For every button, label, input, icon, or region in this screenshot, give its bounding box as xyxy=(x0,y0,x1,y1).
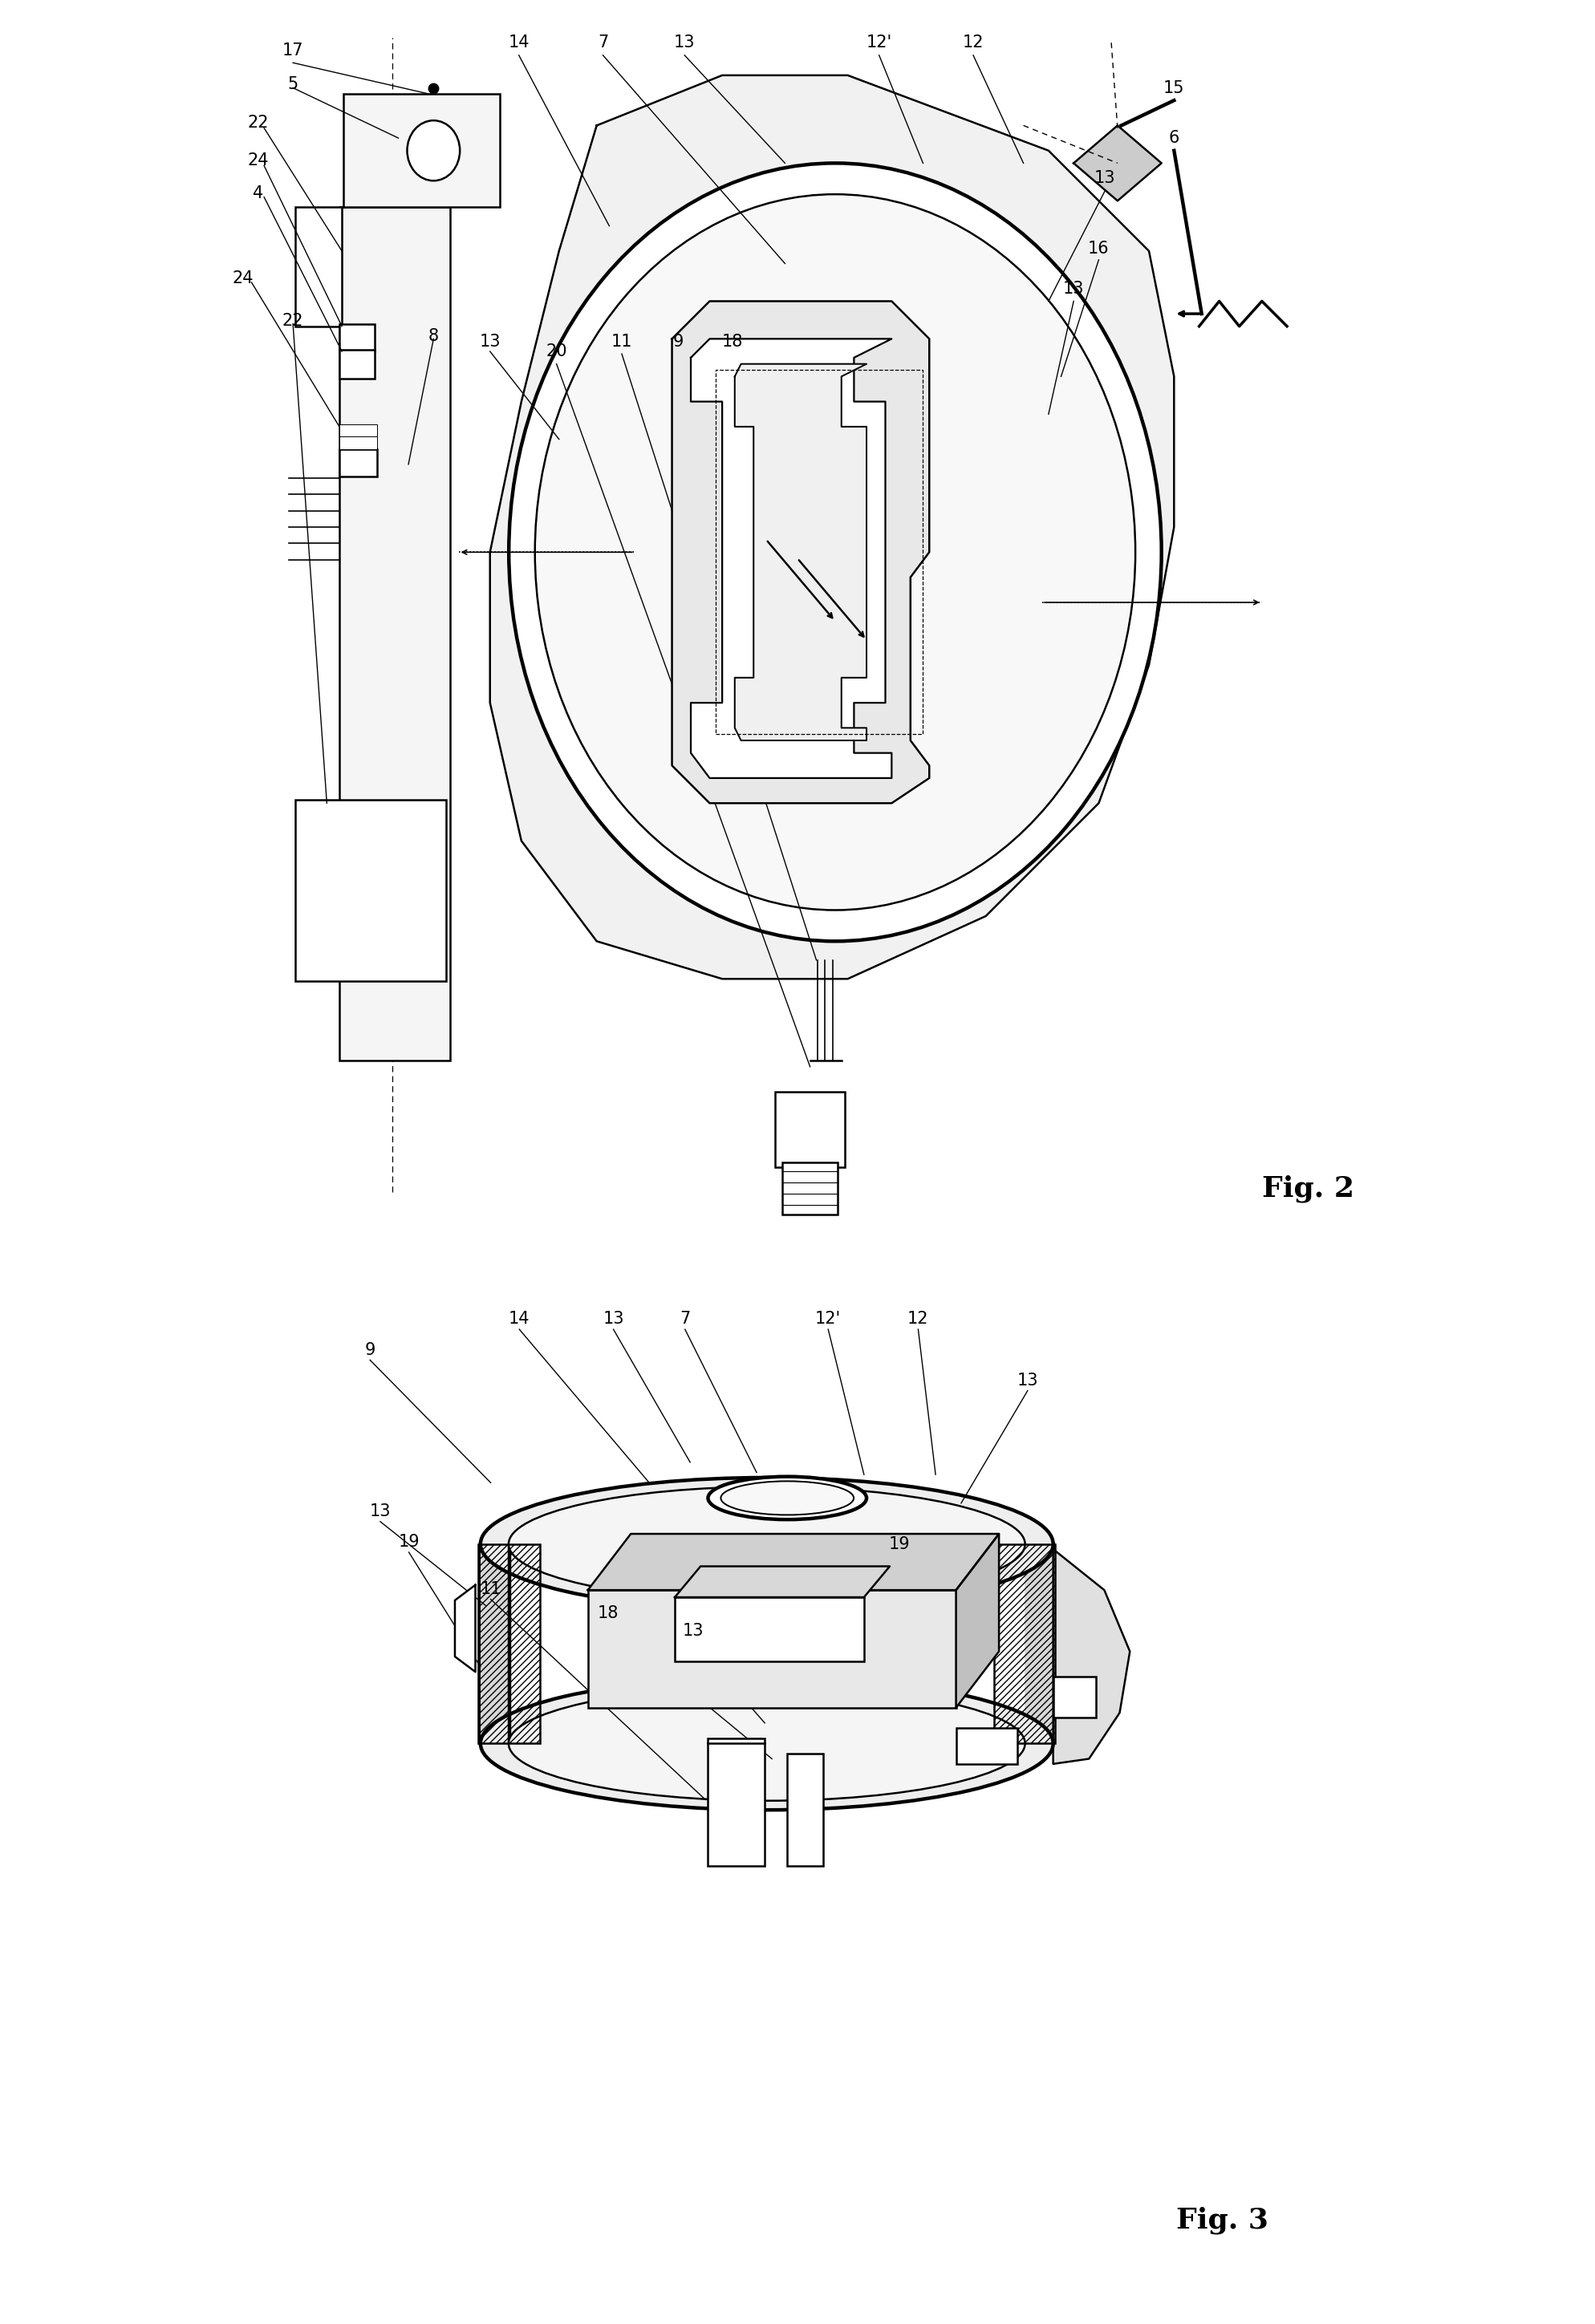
Ellipse shape xyxy=(534,195,1136,911)
Bar xyxy=(788,1755,823,1866)
Bar xyxy=(340,323,375,351)
Ellipse shape xyxy=(708,1476,866,1520)
Bar xyxy=(295,207,341,325)
Text: 13: 13 xyxy=(1062,281,1085,297)
Text: 4: 4 xyxy=(252,186,263,202)
Text: Fig. 3: Fig. 3 xyxy=(1176,2205,1268,2233)
Text: 22: 22 xyxy=(247,114,268,130)
Bar xyxy=(340,425,376,437)
Text: 9: 9 xyxy=(673,332,684,349)
Bar xyxy=(716,370,924,734)
Text: 13: 13 xyxy=(603,1311,624,1327)
Polygon shape xyxy=(1053,1550,1129,1764)
Polygon shape xyxy=(735,365,866,741)
Bar xyxy=(295,799,447,981)
Bar xyxy=(589,1590,955,1708)
Bar xyxy=(783,1162,837,1215)
Polygon shape xyxy=(1073,125,1161,200)
Text: 5: 5 xyxy=(287,77,298,93)
Bar xyxy=(708,1738,764,1866)
Text: 13: 13 xyxy=(1094,170,1115,186)
Text: 8: 8 xyxy=(427,328,439,344)
Text: 24: 24 xyxy=(233,270,254,286)
Text: 20: 20 xyxy=(545,344,568,360)
Bar xyxy=(1053,1678,1096,1717)
Bar xyxy=(775,1092,845,1167)
Polygon shape xyxy=(675,1566,890,1597)
Text: 11: 11 xyxy=(611,332,632,349)
Bar xyxy=(955,1729,1018,1764)
Ellipse shape xyxy=(721,1480,853,1515)
Ellipse shape xyxy=(509,1487,1026,1601)
Text: 7: 7 xyxy=(679,1311,691,1327)
Text: 17: 17 xyxy=(282,42,303,58)
Text: 13: 13 xyxy=(1018,1373,1038,1387)
Text: 13: 13 xyxy=(370,1504,391,1520)
Text: 18: 18 xyxy=(721,332,743,349)
Text: 7: 7 xyxy=(598,35,608,51)
Text: Fig. 2: Fig. 2 xyxy=(1262,1174,1354,1202)
Text: 13: 13 xyxy=(480,332,501,349)
Text: 24: 24 xyxy=(247,153,268,170)
Bar xyxy=(340,351,375,379)
Text: 13: 13 xyxy=(675,35,695,51)
Text: 6: 6 xyxy=(1169,130,1179,146)
Text: 19: 19 xyxy=(399,1534,419,1550)
Text: 19: 19 xyxy=(888,1536,911,1552)
Bar xyxy=(343,95,501,207)
Text: 18: 18 xyxy=(598,1606,619,1622)
Polygon shape xyxy=(955,1534,998,1708)
Text: 15: 15 xyxy=(1163,79,1185,95)
Bar xyxy=(478,1543,539,1743)
Ellipse shape xyxy=(480,1678,1053,1810)
Text: 12': 12' xyxy=(866,35,892,51)
Bar xyxy=(340,207,450,1060)
Polygon shape xyxy=(671,302,930,804)
Bar xyxy=(675,1597,864,1662)
Text: 22: 22 xyxy=(282,314,303,330)
Text: 11: 11 xyxy=(480,1580,501,1597)
Text: 14: 14 xyxy=(509,1311,530,1327)
Bar xyxy=(340,437,376,449)
Text: 16: 16 xyxy=(1088,239,1110,256)
Bar xyxy=(480,1543,510,1743)
Text: 14: 14 xyxy=(509,35,530,51)
Polygon shape xyxy=(691,339,892,779)
Text: 13: 13 xyxy=(683,1622,703,1638)
Text: 12: 12 xyxy=(908,1311,928,1327)
Text: 9: 9 xyxy=(365,1341,375,1357)
Ellipse shape xyxy=(509,1687,1026,1801)
Text: 12: 12 xyxy=(963,35,984,51)
Polygon shape xyxy=(490,74,1174,978)
Polygon shape xyxy=(589,1534,998,1590)
Bar xyxy=(340,449,376,476)
Bar xyxy=(1024,1543,1053,1743)
Ellipse shape xyxy=(509,163,1161,941)
Text: 12': 12' xyxy=(815,1311,841,1327)
Polygon shape xyxy=(455,1585,475,1671)
Ellipse shape xyxy=(480,1478,1053,1611)
Bar xyxy=(994,1543,1056,1743)
Ellipse shape xyxy=(407,121,459,181)
